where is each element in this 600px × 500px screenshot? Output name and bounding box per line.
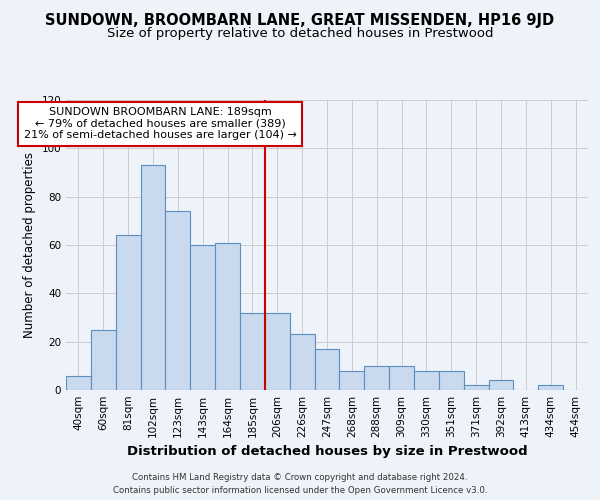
Y-axis label: Number of detached properties: Number of detached properties: [23, 152, 36, 338]
Text: Contains public sector information licensed under the Open Government Licence v3: Contains public sector information licen…: [113, 486, 487, 495]
Text: Size of property relative to detached houses in Prestwood: Size of property relative to detached ho…: [107, 28, 493, 40]
Text: Contains HM Land Registry data © Crown copyright and database right 2024.: Contains HM Land Registry data © Crown c…: [132, 474, 468, 482]
Bar: [538, 385, 563, 390]
Bar: [215, 242, 240, 390]
Bar: [464, 385, 488, 390]
Bar: [364, 366, 389, 390]
Bar: [389, 366, 414, 390]
Bar: [488, 380, 514, 390]
Bar: [340, 370, 364, 390]
Bar: [414, 370, 439, 390]
Text: SUNDOWN BROOMBARN LANE: 189sqm
← 79% of detached houses are smaller (389)
21% of: SUNDOWN BROOMBARN LANE: 189sqm ← 79% of …: [24, 108, 297, 140]
Bar: [166, 211, 190, 390]
Bar: [240, 312, 265, 390]
Bar: [265, 312, 290, 390]
Bar: [91, 330, 116, 390]
Bar: [116, 236, 140, 390]
Bar: [439, 370, 464, 390]
Bar: [190, 245, 215, 390]
Bar: [290, 334, 314, 390]
X-axis label: Distribution of detached houses by size in Prestwood: Distribution of detached houses by size …: [127, 446, 527, 458]
Bar: [140, 166, 166, 390]
Bar: [66, 376, 91, 390]
Bar: [314, 349, 340, 390]
Text: SUNDOWN, BROOMBARN LANE, GREAT MISSENDEN, HP16 9JD: SUNDOWN, BROOMBARN LANE, GREAT MISSENDEN…: [46, 12, 554, 28]
